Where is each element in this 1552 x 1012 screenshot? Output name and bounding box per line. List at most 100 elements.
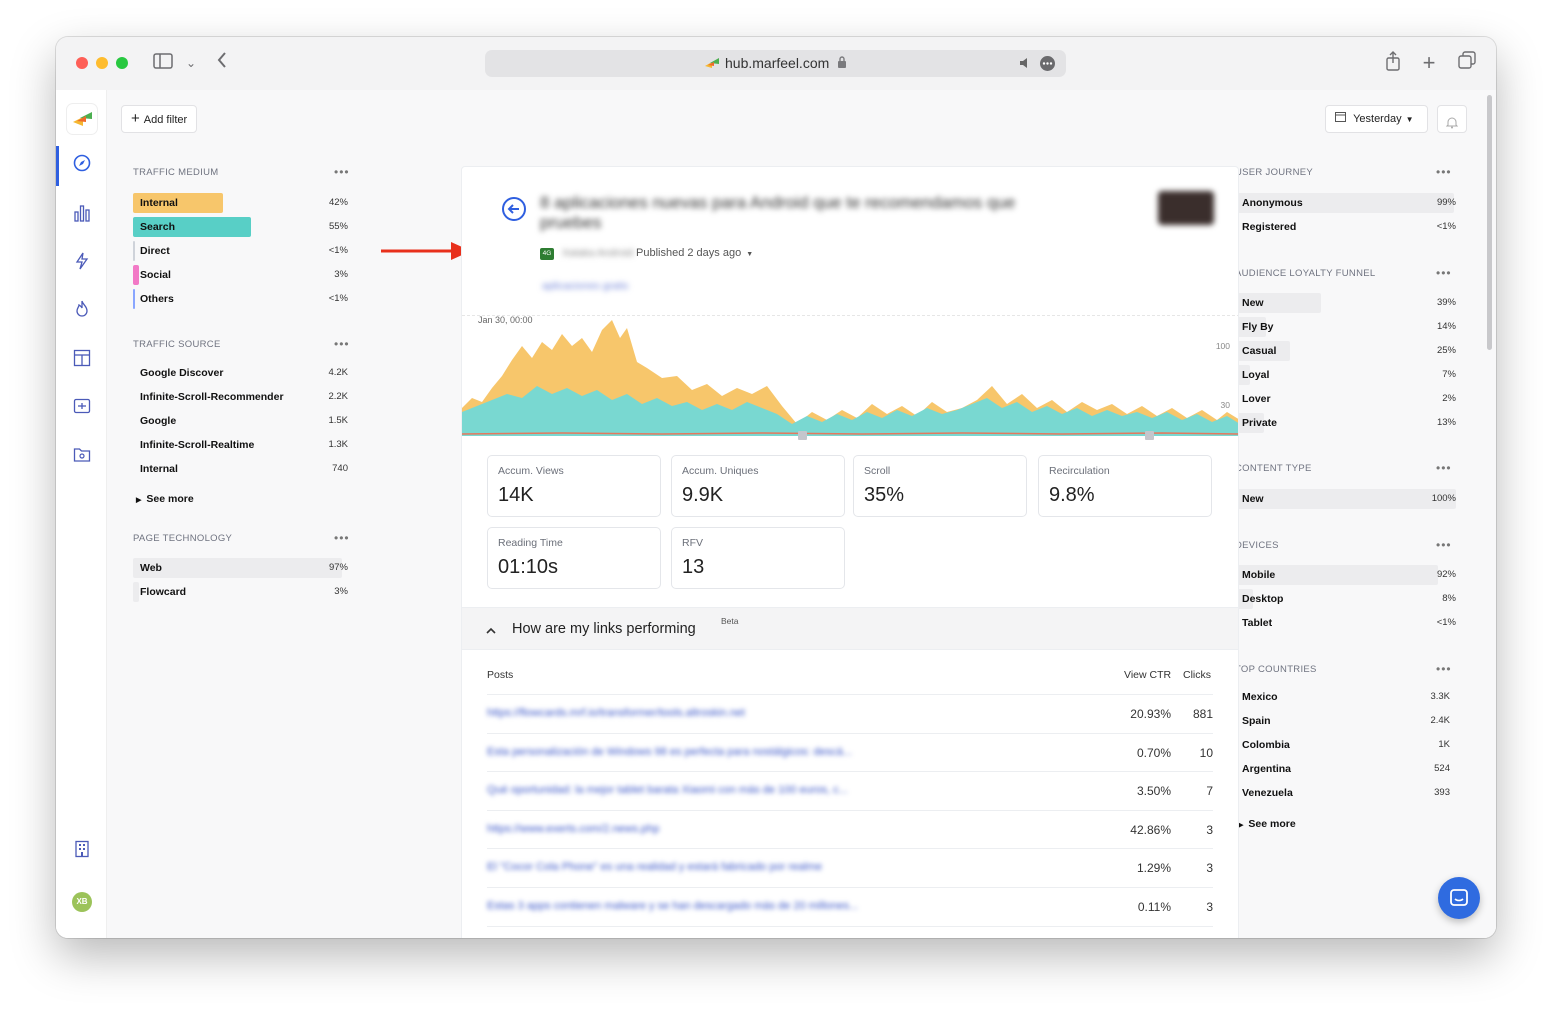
- list-item[interactable]: Web 97%: [133, 558, 348, 578]
- view-ctr-column-header[interactable]: View CTR: [1124, 669, 1172, 681]
- table-row[interactable]: El "Cocor Cola Phone" es una realidad y …: [487, 848, 1213, 886]
- traffic-source-see-more[interactable]: ▶ See more: [136, 493, 194, 505]
- kpi-card[interactable]: Accum. Uniques 9.9K: [671, 455, 845, 517]
- article-author[interactable]: Xataka Android: [562, 247, 634, 259]
- loyalty-menu-icon[interactable]: •••: [1436, 266, 1452, 280]
- list-item[interactable]: Infinite-Scroll-Recommender 2.2K: [133, 387, 348, 407]
- compass-icon[interactable]: [70, 154, 94, 178]
- list-item[interactable]: New 100%: [1235, 489, 1456, 509]
- kpi-card[interactable]: Reading Time 01:10s: [487, 527, 661, 589]
- list-item[interactable]: Colombia 1K: [1235, 735, 1450, 755]
- minimize-window-button[interactable]: [96, 57, 108, 69]
- layout-icon[interactable]: [70, 349, 94, 373]
- list-item[interactable]: Google Discover 4.2K: [133, 363, 348, 383]
- chevron-down-icon[interactable]: ⌄: [185, 56, 197, 70]
- sidebar-icon[interactable]: [152, 51, 174, 75]
- list-item[interactable]: Desktop 8%: [1235, 589, 1456, 609]
- traffic-medium-menu-icon[interactable]: •••: [334, 165, 350, 179]
- flame-icon[interactable]: [70, 300, 94, 324]
- table-row[interactable]: Estas 3 apps contienen malware y se han …: [487, 887, 1213, 925]
- kpi-card[interactable]: Scroll 35%: [853, 455, 1027, 517]
- list-item[interactable]: Direct <1%: [133, 241, 348, 261]
- post-link[interactable]: Estas 3 apps contienen malware y se han …: [487, 900, 859, 912]
- notifications-button[interactable]: [1437, 105, 1467, 133]
- article-title[interactable]: 8 aplicaciones nuevas para Android que t…: [540, 193, 1016, 232]
- page-technology-menu-icon[interactable]: •••: [334, 531, 350, 545]
- close-window-button[interactable]: [76, 57, 88, 69]
- list-item[interactable]: Anonymous 99%: [1235, 193, 1456, 213]
- more-icon[interactable]: [1040, 56, 1055, 71]
- links-performance-header[interactable]: How are my links performing Beta: [462, 607, 1238, 650]
- table-row[interactable]: [487, 925, 1213, 938]
- list-item[interactable]: Registered <1%: [1235, 217, 1456, 237]
- back-arrow-icon[interactable]: [502, 197, 526, 221]
- speaker-icon[interactable]: [1019, 56, 1031, 75]
- building-icon[interactable]: [70, 840, 94, 864]
- add-filter-button[interactable]: + Add filter: [121, 105, 198, 133]
- new-tab-icon[interactable]: +: [1422, 50, 1436, 75]
- list-item[interactable]: Venezuela 393: [1235, 783, 1450, 803]
- value-bar: [133, 289, 135, 309]
- post-link[interactable]: El "Cocor Cola Phone" es una realidad y …: [487, 861, 822, 874]
- list-item[interactable]: Fly By 14%: [1235, 317, 1456, 337]
- value-bar: [1235, 293, 1322, 313]
- table-row[interactable]: Qué oportunidad: la mejor tablet barata …: [487, 771, 1213, 809]
- content-type-menu-icon[interactable]: •••: [1436, 461, 1452, 475]
- post-link[interactable]: https://flowcards.mrf.io/transformer/too…: [487, 707, 745, 719]
- list-item[interactable]: New 39%: [1235, 293, 1456, 313]
- table-row[interactable]: https://flowcards.mrf.io/transformer/too…: [487, 694, 1213, 732]
- article-section-tag[interactable]: aplicaciones gratis: [542, 280, 629, 292]
- user-journey-menu-icon[interactable]: •••: [1436, 165, 1452, 179]
- list-item[interactable]: Infinite-Scroll-Realtime 1.3K: [133, 435, 348, 455]
- avatar[interactable]: XB: [72, 892, 92, 912]
- folder-icon[interactable]: [70, 445, 94, 469]
- lightning-icon[interactable]: [70, 252, 94, 276]
- countries-see-more[interactable]: ▶ See more: [1238, 818, 1296, 830]
- list-item[interactable]: Private 13%: [1235, 413, 1456, 433]
- list-item[interactable]: Argentina 524: [1235, 759, 1450, 779]
- widget-icon[interactable]: [70, 397, 94, 421]
- kpi-card[interactable]: Recirculation 9.8%: [1038, 455, 1212, 517]
- clicks-value: 10: [1199, 745, 1213, 760]
- list-item[interactable]: Loyal 7%: [1235, 365, 1456, 385]
- traffic-chart[interactable]: Jan 30, 00:00 100 30: [462, 315, 1238, 440]
- item-label: Fly By: [1242, 321, 1274, 333]
- zoom-window-button[interactable]: [116, 57, 128, 69]
- bar-chart-icon[interactable]: [70, 204, 94, 228]
- posts-column-header[interactable]: Posts: [487, 669, 514, 681]
- share-icon[interactable]: [1384, 51, 1402, 75]
- kpi-card[interactable]: RFV 13: [671, 527, 845, 589]
- list-item[interactable]: Search 55%: [133, 217, 348, 237]
- post-link[interactable]: https://www.exerts.com/2.news.php: [487, 822, 660, 835]
- list-item[interactable]: Google 1.5K: [133, 411, 348, 431]
- published-date[interactable]: Published 2 days ago ▼: [636, 247, 754, 259]
- list-item[interactable]: Social 3%: [133, 265, 348, 285]
- chat-launcher-button[interactable]: [1438, 877, 1480, 919]
- list-item[interactable]: Others <1%: [133, 289, 348, 309]
- chevron-up-icon[interactable]: [486, 622, 496, 640]
- table-row[interactable]: Esta personalización de Windows 98 es pe…: [487, 732, 1213, 771]
- post-link[interactable]: Esta personalización de Windows 98 es pe…: [487, 745, 853, 758]
- clicks-column-header[interactable]: Clicks: [1183, 669, 1211, 681]
- list-item[interactable]: Lover 2%: [1235, 389, 1456, 409]
- list-item[interactable]: Tablet <1%: [1235, 613, 1456, 633]
- address-bar[interactable]: hub.marfeel.com: [485, 50, 1066, 77]
- post-link[interactable]: Qué oportunidad: la mejor tablet barata …: [487, 784, 848, 797]
- list-item[interactable]: Spain 2.4K: [1235, 711, 1450, 731]
- traffic-source-menu-icon[interactable]: •••: [334, 337, 350, 351]
- back-icon[interactable]: [214, 51, 230, 75]
- list-item[interactable]: Casual 25%: [1235, 341, 1456, 361]
- marfeel-logo[interactable]: [67, 104, 97, 134]
- list-item[interactable]: Flowcard 3%: [133, 582, 348, 602]
- list-item[interactable]: Internal 740: [133, 459, 348, 479]
- devices-menu-icon[interactable]: •••: [1436, 538, 1452, 552]
- list-item[interactable]: Mexico 3.3K: [1235, 687, 1450, 707]
- list-item[interactable]: Internal 42%: [133, 193, 348, 213]
- kpi-card[interactable]: Accum. Views 14K: [487, 455, 661, 517]
- list-item[interactable]: Mobile 92%: [1235, 565, 1456, 585]
- table-row[interactable]: https://www.exerts.com/2.news.php 42.86% 3: [487, 809, 1213, 848]
- page-scrollbar[interactable]: [1487, 95, 1492, 350]
- countries-menu-icon[interactable]: •••: [1436, 662, 1452, 676]
- tabs-icon[interactable]: [1457, 51, 1477, 75]
- date-range-select[interactable]: Yesterday ▼: [1325, 105, 1428, 133]
